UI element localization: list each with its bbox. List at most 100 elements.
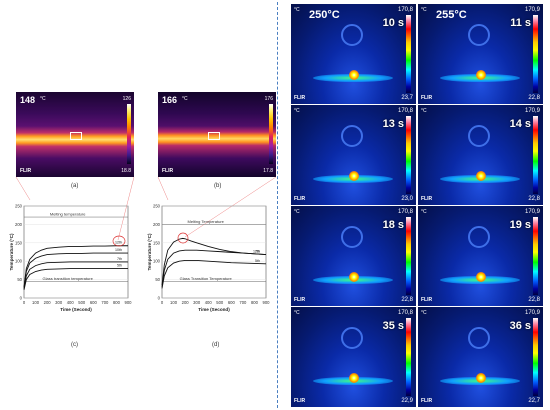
thermal-cell: °C 170,8 22,8 FLIR 18 s <box>291 206 416 306</box>
nozzle-temperature: 255°C <box>436 9 467 21</box>
flir-logo: FLIR <box>294 95 306 101</box>
y-tick-label: 0 <box>158 296 161 301</box>
scale-min: 22,7 <box>528 398 540 404</box>
hotspot <box>476 171 486 181</box>
x-tick-label: 300 <box>55 300 63 305</box>
wheel-icon <box>341 24 363 46</box>
wheel-icon <box>341 226 363 248</box>
hotspot <box>349 171 359 181</box>
y-tick-label: 250 <box>15 204 23 209</box>
unit-label: °C <box>421 7 427 13</box>
highlight-circle <box>112 235 126 247</box>
thermal-cell: °C 170,9 22,8 FLIR 11 s 255°C <box>418 4 543 104</box>
series-line <box>23 252 128 288</box>
time-label: 18 s <box>382 219 404 231</box>
thermal-cell: °C 170,9 22,8 FLIR 19 s <box>418 206 543 306</box>
unit-label: °C <box>294 108 300 114</box>
x-tick-label: 200 <box>44 300 52 305</box>
colorbar <box>269 104 273 164</box>
flir-logo: FLIR <box>162 168 174 174</box>
x-tick-label: 100 <box>170 300 178 305</box>
time-label: 14 s <box>509 118 531 130</box>
unit-label: °C <box>294 7 300 13</box>
flir-logo: FLIR <box>421 398 433 404</box>
unit-label: °C <box>421 108 427 114</box>
y-tick-label: 150 <box>15 240 23 245</box>
hotspot <box>476 373 486 383</box>
y-axis-label: Temperature (°C) <box>9 233 14 270</box>
panel-label-b: (b) <box>214 183 222 189</box>
x-tick-label: 100 <box>32 300 40 305</box>
series-label: 12th <box>253 250 260 254</box>
x-tick-label: 400 <box>67 300 75 305</box>
flir-logo: FLIR <box>294 196 306 202</box>
unit-label: °C <box>294 310 300 316</box>
y-tick-label: 200 <box>15 222 23 227</box>
hotspot <box>349 70 359 80</box>
plot-frame <box>23 205 129 299</box>
x-tick-label: 900 <box>263 300 271 305</box>
divider-line <box>277 2 278 408</box>
hotspot <box>349 272 359 282</box>
flir-logo: FLIR <box>421 95 433 101</box>
scale-max: 170,9 <box>524 209 540 215</box>
temperature-readout: 148 <box>20 95 36 105</box>
x-axis-label: Time (Second) <box>198 307 230 312</box>
colorbar <box>127 104 131 164</box>
time-label: 13 s <box>382 118 404 130</box>
unit-label: °C <box>182 96 188 102</box>
series-line <box>23 268 128 291</box>
scale-max: 170,8 <box>397 209 413 215</box>
y-tick-label: 0 <box>20 296 23 301</box>
chart-d: 250 200 150 100 50 0 0 100 200 300 400 500 600 700 800… <box>140 198 277 323</box>
wheel-icon <box>468 24 490 46</box>
scale-max: 126 <box>122 96 131 102</box>
x-axis-label: Time (Second) <box>60 307 92 312</box>
series-label: 5th <box>255 259 260 263</box>
unit-label: °C <box>421 209 427 215</box>
series-label: 10th <box>115 248 122 252</box>
y-tick-label: 100 <box>153 259 161 264</box>
y-tick-label: 50 <box>17 277 22 282</box>
connector-lines <box>15 176 277 241</box>
panel-label-c: (c) <box>71 342 78 348</box>
colorbar <box>406 15 411 93</box>
series-label: 7th <box>255 250 260 254</box>
glass-label: Glass Transition Temperature <box>180 276 233 281</box>
x-tick-label: 600 <box>228 300 236 305</box>
panel-label-a: (a) <box>71 183 79 189</box>
y-tick-label: 50 <box>155 277 160 282</box>
series-line <box>161 249 267 288</box>
unit-label: °C <box>40 96 46 102</box>
thermal-cell: °C 170,8 23,7 FLIR 10 s 250°C <box>291 4 416 104</box>
flir-logo: FLIR <box>421 297 433 303</box>
wheel-icon <box>468 327 490 349</box>
hotspot <box>476 70 486 80</box>
melting-label: Melting temperature <box>50 212 86 217</box>
wheel-icon <box>468 226 490 248</box>
colorbar <box>533 318 538 396</box>
x-tick-label: 800 <box>113 300 121 305</box>
flir-logo: FLIR <box>421 196 433 202</box>
time-label: 35 s <box>382 320 404 332</box>
thermal-cell: °C 170,9 22,8 FLIR 14 s <box>418 105 543 205</box>
y-tick-label: 200 <box>153 222 161 227</box>
hotspot <box>476 272 486 282</box>
x-tick-label: 500 <box>78 300 86 305</box>
series-label: 7th <box>117 257 122 261</box>
scale-min: 23,0 <box>401 196 413 202</box>
crosshair-icon <box>208 132 220 140</box>
time-label: 10 s <box>382 17 404 29</box>
scale-min: 17.8 <box>263 168 273 174</box>
thermal-image-b: 166 °C 176 17.8 FLIR <box>158 92 276 177</box>
glass-label: Glass transition temperature <box>43 276 94 281</box>
x-tick-label: 400 <box>205 300 213 305</box>
x-tick-label: 700 <box>101 300 109 305</box>
scale-max: 176 <box>264 96 273 102</box>
melting-label: Melting Temperature <box>187 219 224 224</box>
series-line <box>23 261 128 289</box>
x-tick-label: 900 <box>125 300 133 305</box>
colorbar <box>406 116 411 194</box>
